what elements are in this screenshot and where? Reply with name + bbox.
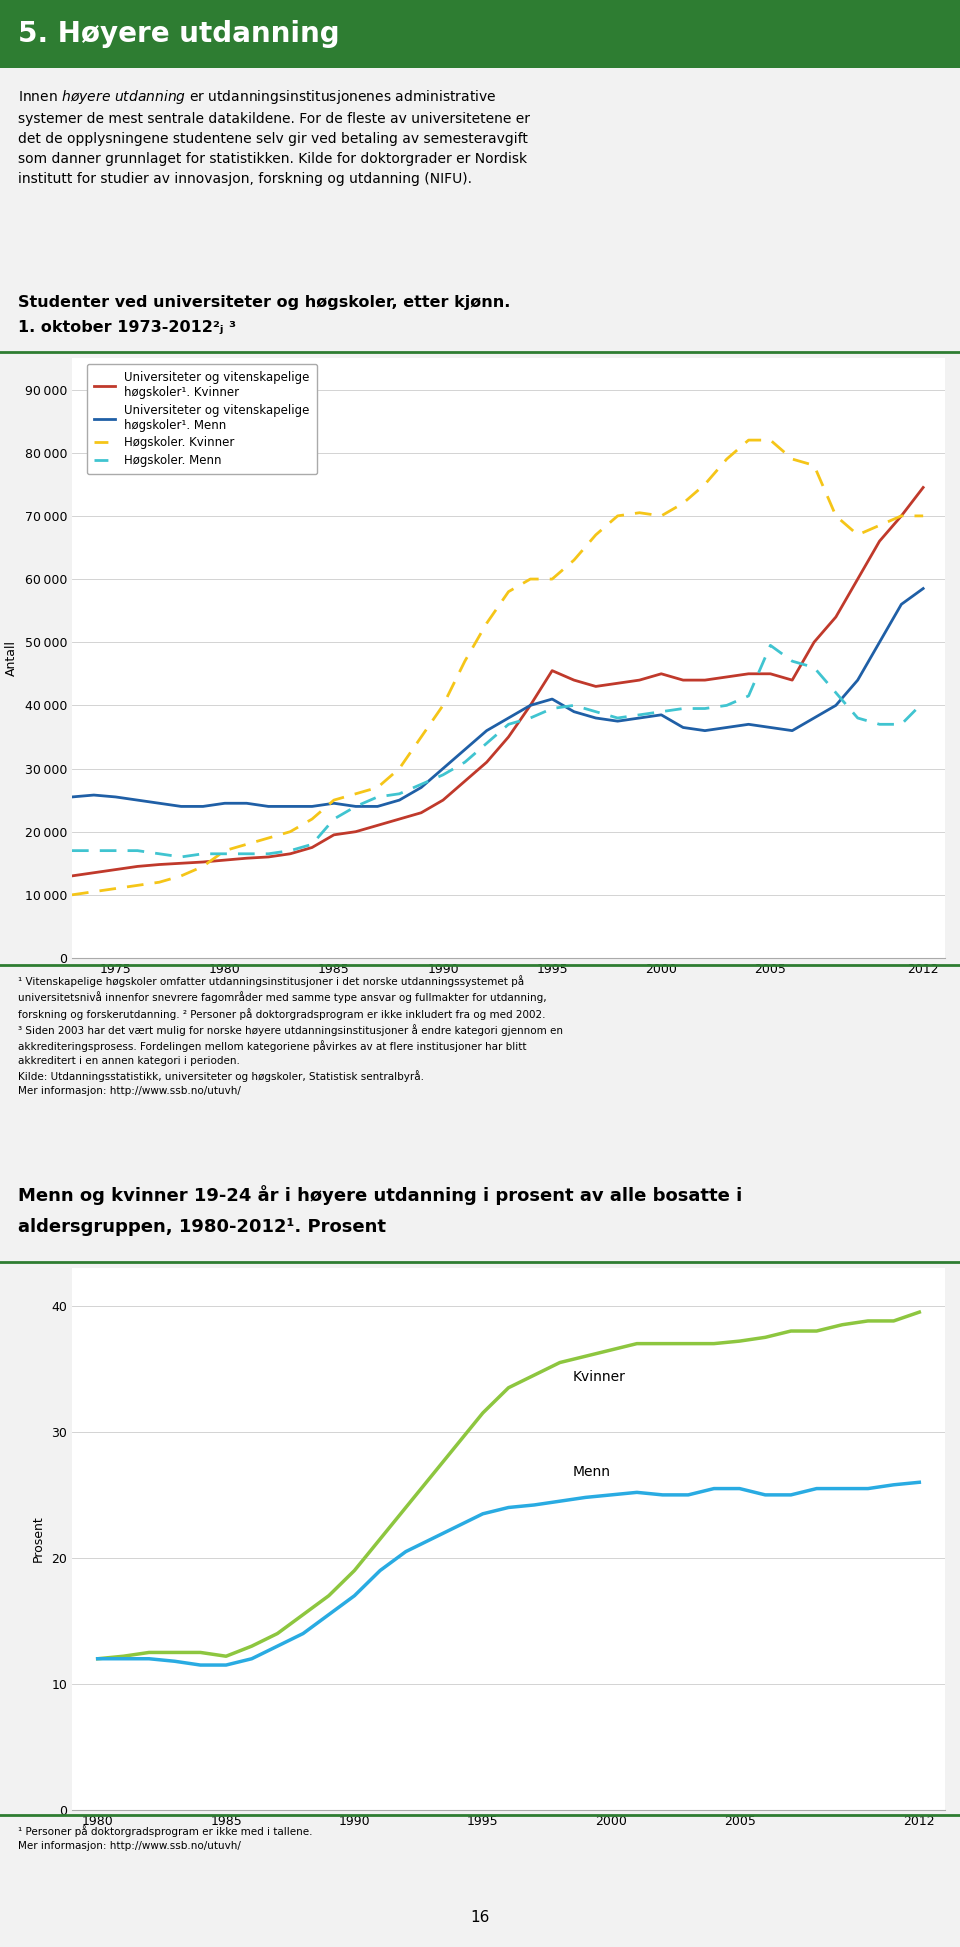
Text: aldersgruppen, 1980-2012¹. Prosent: aldersgruppen, 1980-2012¹. Prosent: [18, 1219, 386, 1236]
Text: Kvinner: Kvinner: [573, 1371, 626, 1384]
Y-axis label: Prosent: Prosent: [32, 1515, 44, 1561]
Text: Innen $\it{høyere}$ $\it{utdanning}$ er utdanningsinstitusjonenes administrative: Innen $\it{høyere}$ $\it{utdanning}$ er …: [18, 88, 530, 187]
Text: Menn og kvinner 19-24 år i høyere utdanning i prosent av alle bosatte i: Menn og kvinner 19-24 år i høyere utdann…: [18, 1186, 742, 1205]
Text: 5. Høyere utdanning: 5. Høyere utdanning: [18, 19, 340, 49]
Text: 16: 16: [470, 1910, 490, 1924]
Text: Studenter ved universiteter og høgskoler, etter kjønn.: Studenter ved universiteter og høgskoler…: [18, 296, 511, 310]
Legend: Universiteter og vitenskapelige
høgskoler¹. Kvinner, Universiteter og vitenskape: Universiteter og vitenskapelige høgskole…: [86, 364, 317, 475]
Text: ¹ Vitenskapelige høgskoler omfatter utdanningsinstitusjoner i det norske utdanni: ¹ Vitenskapelige høgskoler omfatter utda…: [18, 975, 563, 1096]
Y-axis label: Antall: Antall: [5, 641, 17, 676]
Text: 1. oktober 1973-2012²ⱼ ³: 1. oktober 1973-2012²ⱼ ³: [18, 319, 236, 335]
Text: Menn: Menn: [573, 1464, 611, 1480]
Text: ¹ Personer på doktorgradsprogram er ikke med i tallene.
Mer informasjon: http://: ¹ Personer på doktorgradsprogram er ikke…: [18, 1824, 313, 1850]
